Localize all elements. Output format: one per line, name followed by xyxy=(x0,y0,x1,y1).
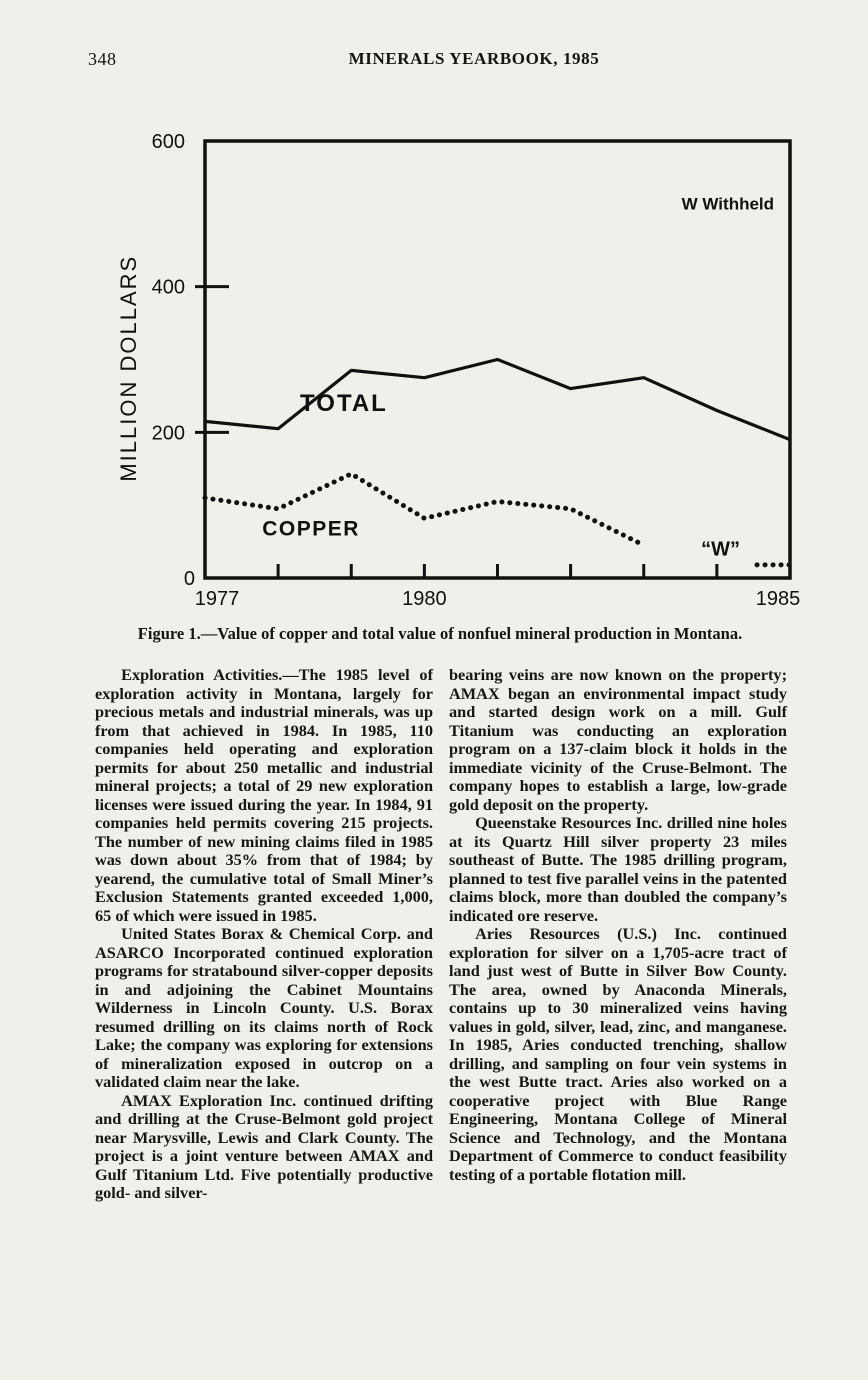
y-axis-title: MILLION DOLLARS xyxy=(120,255,141,482)
series-line-total xyxy=(204,357,791,442)
x-tick-label: 1977 xyxy=(195,588,240,610)
article-body: Exploration Activities.—The 1985 level o… xyxy=(95,665,787,1203)
figure-1-chart: 0 200 400 600 1977 1980 1985 MILLION DOLLARS W W… xyxy=(120,133,801,610)
paragraph-us-borax: United States Borax & Chemical Corp. and… xyxy=(95,924,433,1091)
withheld-marker-label: “W” xyxy=(701,539,740,561)
y-tick-label: 400 xyxy=(152,277,185,299)
figure-caption: Figure 1.—Value of copper and total valu… xyxy=(137,624,743,643)
paragraph-amax: AMAX Exploration Inc. continued drifting… xyxy=(95,1090,433,1202)
y-tick-label: 0 xyxy=(184,568,195,590)
series-label-copper-label: COPPER xyxy=(262,517,360,540)
series-line-copper xyxy=(202,471,647,548)
series-label-total-label: TOTAL xyxy=(300,390,388,417)
paragraph-exploration-activities: Exploration Activities.—The 1985 level o… xyxy=(95,665,433,925)
paragraph-aries: Aries Resources (U.S.) Inc. continued ex… xyxy=(449,924,787,1184)
y-tick-label: 200 xyxy=(152,422,185,444)
legend-note-label: W Withheld xyxy=(682,195,774,214)
page-number: 348 xyxy=(88,49,117,69)
x-tick-label: 1980 xyxy=(402,588,447,610)
y-tick-label: 600 xyxy=(152,133,185,153)
left-column: Exploration Activities.—The 1985 level o… xyxy=(95,665,433,1203)
paragraph-queenstake: Queenstake Resources Inc. drilled nine h… xyxy=(449,813,787,925)
book-header-title: MINERALS YEARBOOK, 1985 xyxy=(348,49,600,68)
x-tick-label: 1985 xyxy=(756,588,801,610)
paragraph-lead-bold: Exploration Activities.— xyxy=(121,665,299,684)
right-column: bearing veins are now known on the prope… xyxy=(449,665,787,1203)
paragraph-amax-continued: bearing veins are now known on the prope… xyxy=(449,665,787,814)
paragraph-text: The 1985 level of exploration activity i… xyxy=(95,665,433,925)
